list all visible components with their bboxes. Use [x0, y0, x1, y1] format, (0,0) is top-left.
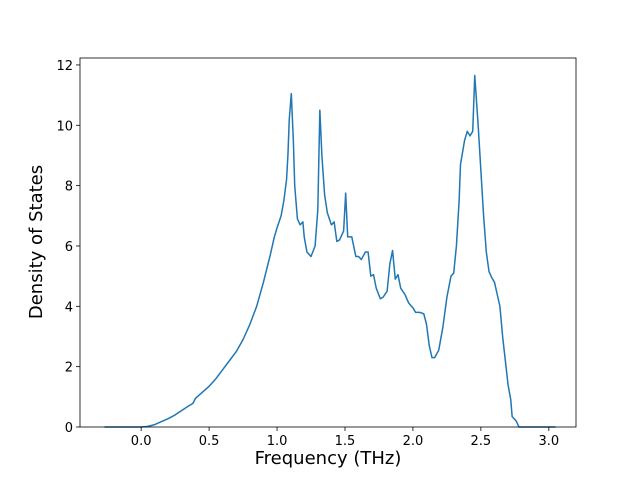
x-tick-label: 2.5 [471, 434, 492, 449]
y-tick-label: 6 [65, 240, 73, 255]
x-tick-label: 2.0 [403, 434, 424, 449]
y-tick-label: 2 [65, 361, 73, 376]
x-tick-label: 1.0 [267, 434, 288, 449]
y-tick-label: 0 [65, 421, 73, 436]
y-tick-label: 10 [56, 119, 73, 134]
x-tick-label: 0.0 [131, 434, 152, 449]
y-tick-label: 8 [65, 180, 73, 195]
x-axis-label: Frequency (THz) [255, 448, 402, 469]
plot-frame [79, 57, 577, 428]
y-tick-label: 4 [65, 300, 73, 315]
line-series [104, 74, 556, 428]
y-tick-label: 12 [56, 59, 73, 74]
x-tick-label: 0.5 [199, 434, 220, 449]
x-tick-label: 3.0 [538, 434, 559, 449]
y-axis-label: Density of States [26, 165, 47, 319]
x-tick-label: 1.5 [335, 434, 356, 449]
